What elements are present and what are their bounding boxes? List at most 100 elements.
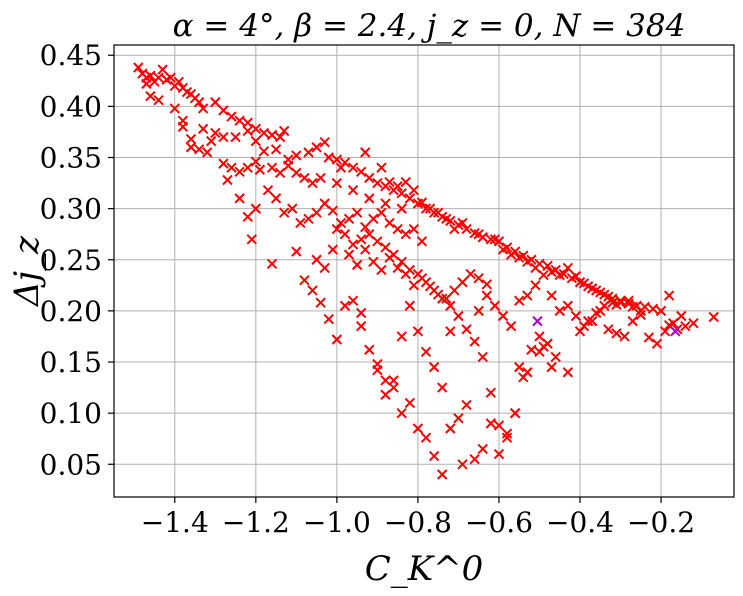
data-point (291, 150, 302, 161)
data-point (591, 307, 602, 319)
data-point (218, 158, 229, 169)
data-point (404, 264, 416, 276)
data-point (526, 344, 537, 355)
data-point (396, 256, 407, 268)
y-axis-ticks: 0.05 0.10 0.15 0.20 0.25 0.30 0.35 0.40 0.45 (40, 39, 114, 481)
x-tick-label: −0.2 (627, 506, 695, 539)
data-point (307, 285, 318, 296)
y-tick-label: 0.15 (40, 346, 102, 379)
data-point (360, 221, 371, 233)
data-point (453, 413, 464, 424)
data-point (234, 193, 245, 204)
data-point (364, 344, 375, 355)
data-point (611, 328, 622, 339)
data-point (619, 331, 630, 342)
y-tick-label: 0.10 (40, 397, 102, 430)
data-point (420, 432, 432, 443)
data-point (635, 305, 647, 317)
data-point (133, 62, 144, 73)
data-point (343, 213, 355, 225)
data-point (153, 95, 164, 106)
data-point (651, 338, 663, 349)
data-point (347, 295, 359, 306)
data-point (355, 307, 367, 319)
data-point (538, 269, 549, 281)
data-point (485, 387, 497, 398)
data-point (262, 185, 274, 196)
data-point (428, 285, 440, 296)
data-point (242, 162, 253, 173)
data-point (627, 301, 638, 312)
x-tick-label: −1.2 (222, 506, 290, 539)
data-point (372, 177, 383, 189)
y-tick-label: 0.20 (40, 295, 102, 328)
data-point (550, 351, 561, 363)
data-point (177, 121, 189, 133)
data-point (141, 78, 152, 90)
x-tick-label: −1.4 (141, 506, 209, 539)
data-point (153, 72, 164, 83)
data-point (392, 262, 403, 274)
data-point (355, 321, 367, 332)
data-point (457, 217, 468, 229)
data-point (437, 382, 448, 393)
data-point (595, 287, 606, 298)
data-point (295, 217, 306, 229)
data-point (481, 290, 493, 301)
data-point (226, 111, 237, 122)
data-point (319, 198, 330, 209)
data-point (445, 423, 456, 434)
data-point (210, 127, 221, 139)
data-point (428, 450, 440, 462)
data-point (400, 228, 411, 240)
data-point (173, 76, 185, 88)
data-point (291, 167, 302, 179)
data-point (489, 234, 501, 245)
data-point (327, 205, 339, 216)
data-point (643, 332, 655, 343)
data-point (380, 389, 391, 400)
data-point (364, 193, 375, 204)
data-point (169, 103, 180, 114)
data-point (412, 326, 424, 337)
data-point (420, 277, 432, 288)
data-point (242, 117, 253, 128)
data-point (355, 234, 367, 245)
data-point (473, 305, 484, 317)
data-point (469, 336, 480, 347)
data-point (242, 211, 253, 223)
data-point (351, 259, 363, 271)
data-point (615, 295, 626, 306)
data-point (416, 197, 428, 208)
data-point (242, 125, 253, 137)
grid (114, 45, 734, 497)
data-point (428, 361, 440, 373)
data-point (210, 97, 221, 108)
data-point (335, 162, 347, 173)
data-point (347, 239, 359, 250)
data-point (323, 313, 334, 325)
data-point (437, 293, 448, 304)
data-point (481, 279, 493, 290)
data-point (299, 172, 310, 184)
data-point (514, 252, 525, 263)
y-tick-label: 0.05 (40, 448, 102, 481)
data-point (534, 331, 545, 342)
data-point (234, 166, 245, 178)
data-point (335, 217, 347, 229)
data-point (489, 300, 501, 311)
data-point (522, 256, 533, 268)
data-point (627, 315, 638, 327)
data-point (339, 300, 351, 311)
data-point (250, 156, 262, 167)
data-point (408, 185, 420, 196)
data-point (303, 213, 314, 225)
data-point (376, 207, 387, 218)
data-point (360, 147, 371, 158)
data-point (145, 70, 156, 81)
data-point (404, 397, 416, 409)
data-point (509, 407, 521, 419)
data-point (404, 193, 416, 204)
data-point (514, 361, 525, 373)
